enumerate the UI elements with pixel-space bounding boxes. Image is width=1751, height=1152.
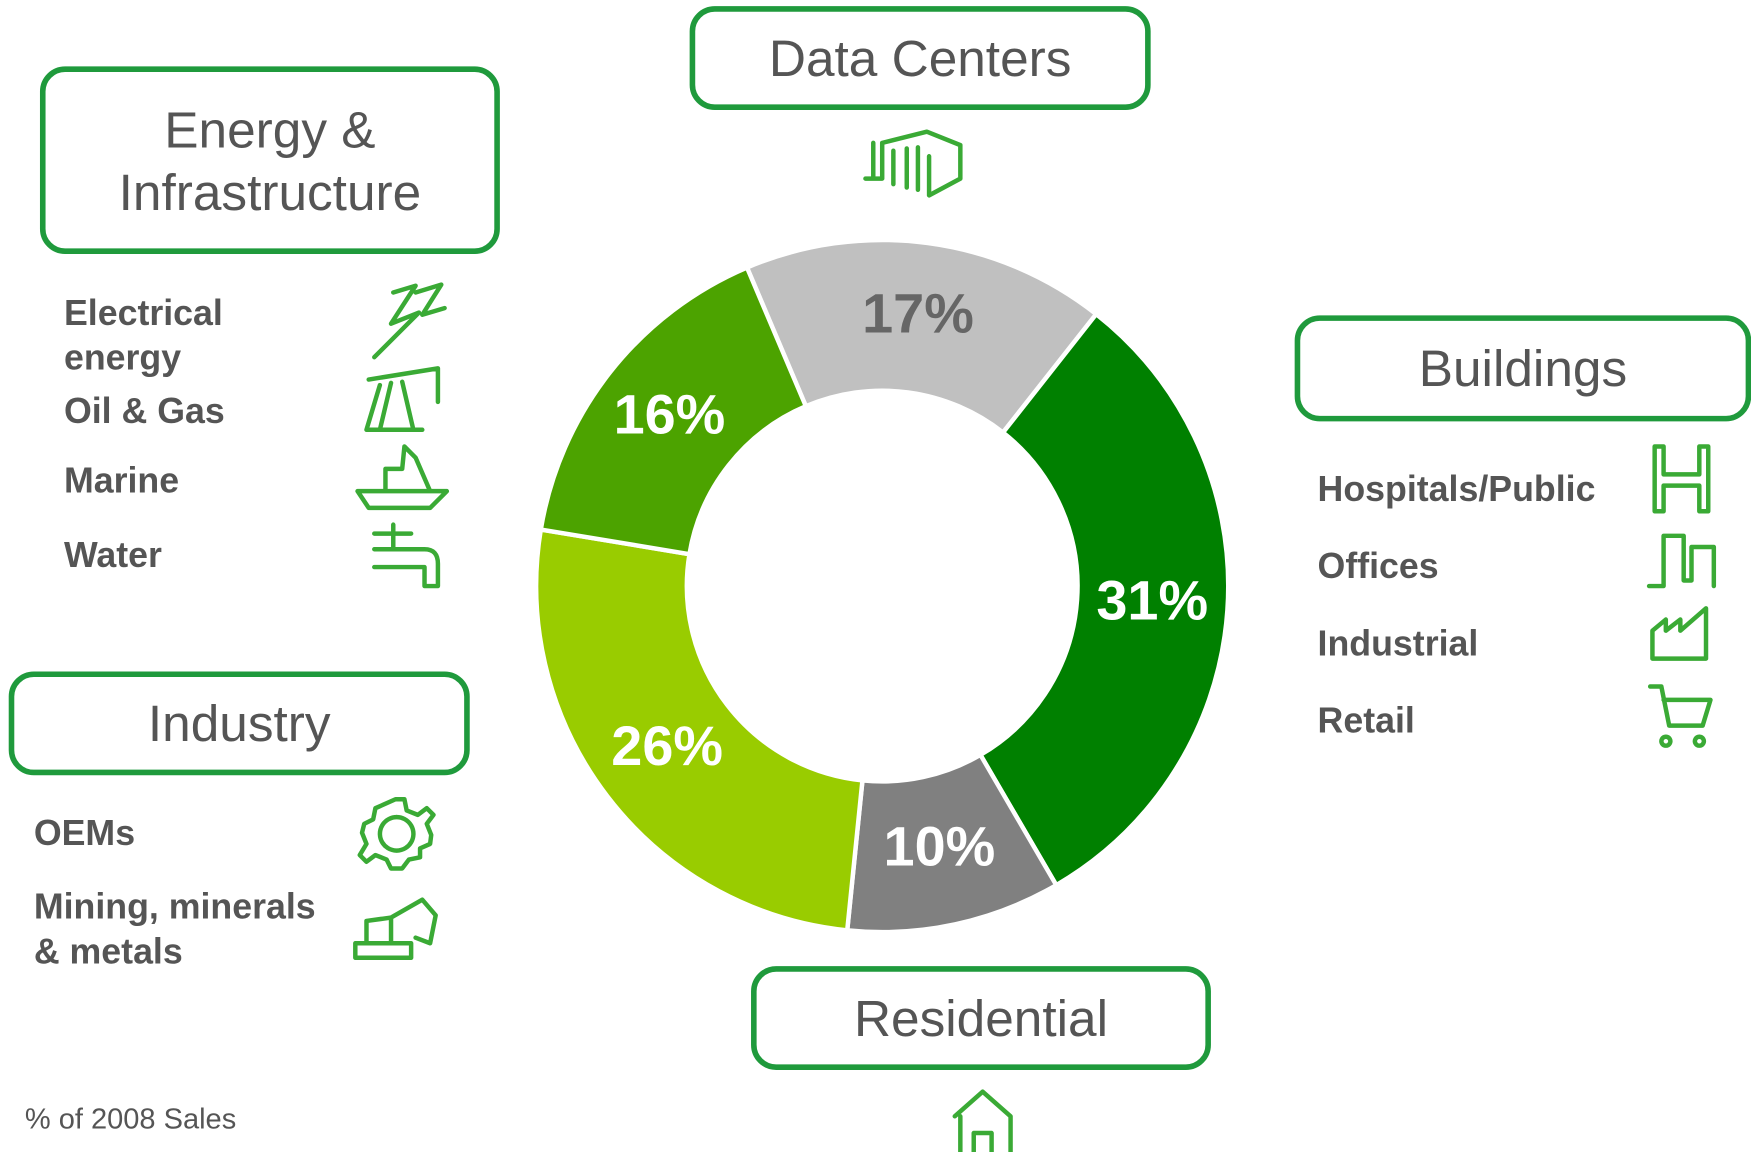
category-title-wrap: Energy & Infrastructure (118, 99, 422, 221)
icon-water (372, 522, 441, 589)
category-title: Buildings (1418, 339, 1628, 398)
value-label: 31% (1096, 569, 1208, 632)
category-title-wrap: Residential (853, 989, 1108, 1048)
subcategory-wrap: OEMs (33, 812, 136, 853)
subcategory: Hospitals/Public (1317, 468, 1596, 510)
icon-electrical (372, 282, 447, 360)
icon-industrial (1650, 606, 1709, 661)
icon-oems (357, 797, 436, 871)
category-title-wrap: Data Centers (768, 29, 1072, 88)
subcategory: Industrial (1317, 622, 1479, 664)
category-box (1294, 315, 1751, 422)
subcategory-wrap: Retail (1317, 699, 1415, 741)
icon-hospital (1652, 444, 1711, 514)
value-label: 16% (614, 382, 726, 445)
category-box (689, 6, 1151, 110)
icon-data-center (863, 129, 963, 198)
subcategory-wrap: Industrial (1317, 622, 1479, 664)
icon-mining (353, 897, 438, 960)
category-box (8, 671, 470, 776)
category-title-wrap: Buildings (1418, 339, 1628, 398)
icons (353, 129, 1717, 1152)
icon-oil-gas (364, 366, 441, 432)
subcategory: Retail (1317, 699, 1415, 741)
subcategory: Water (63, 534, 162, 575)
category-title: Data Centers (768, 29, 1072, 88)
icon-marine (355, 444, 450, 511)
subcategory-wrap: Mining, minerals & metals (33, 886, 316, 972)
subcategory-wrap: Marine (63, 459, 180, 501)
category-title-wrap: Industry (147, 694, 331, 753)
value-label: 10% (884, 814, 996, 877)
category-box (751, 966, 1211, 1070)
subcategory-wrap: Oil & Gas (63, 390, 225, 431)
footnote: % of 2008 Sales (25, 1103, 236, 1135)
icon-residential (952, 1089, 1013, 1152)
value-label: 17% (862, 281, 974, 344)
icon-offices (1646, 533, 1717, 589)
subcategory: OEMs (33, 812, 136, 853)
donut-segment (533, 526, 865, 933)
subcategory-wrap: Hospitals/Public (1317, 468, 1596, 510)
category-title: Industry (147, 694, 331, 753)
subcategory-wrap: Offices (1317, 545, 1439, 587)
category-title: Residential (853, 989, 1108, 1048)
donut-segment (538, 264, 809, 557)
category-title: Energy & Infrastructure (118, 99, 422, 221)
subcategory-wrap: Water (63, 534, 162, 575)
value-label: 26% (611, 714, 723, 777)
subcategory: Marine (63, 459, 180, 501)
subcategory: Mining, minerals & metals (33, 886, 316, 972)
icon-retail (1647, 684, 1713, 748)
donut-segment (744, 237, 1100, 436)
subcategory-wrap: Electrical energy (63, 292, 223, 378)
donut-segment (977, 310, 1231, 889)
subcategory: Oil & Gas (63, 390, 225, 431)
subcategory: Offices (1317, 545, 1439, 587)
subcategory: Electrical energy (63, 292, 223, 378)
category-box (39, 66, 500, 254)
